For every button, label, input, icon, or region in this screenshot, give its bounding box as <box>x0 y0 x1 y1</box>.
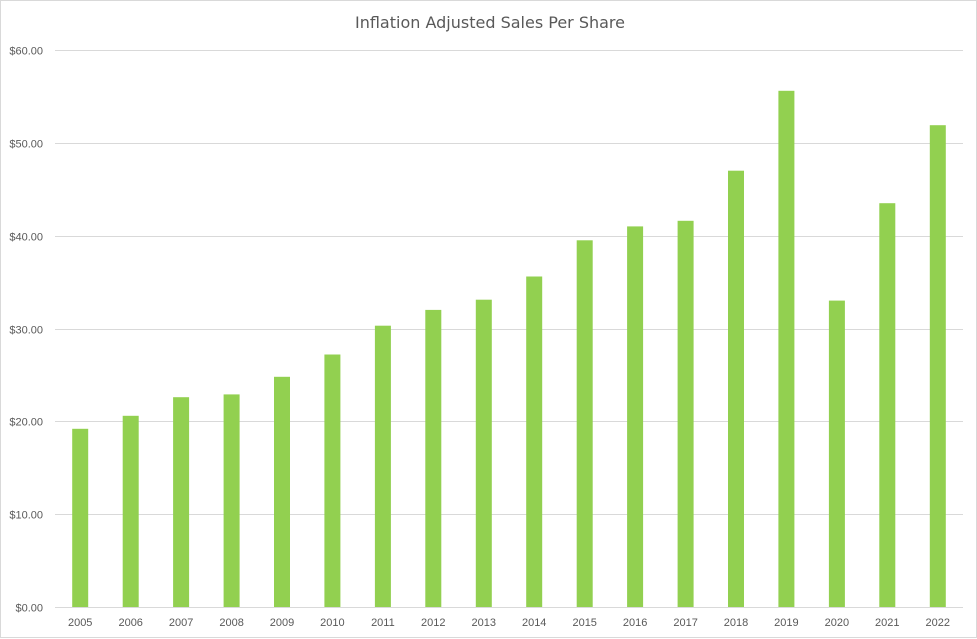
bar-2014 <box>526 276 543 607</box>
y-tick-label: $50.00 <box>9 139 43 151</box>
x-tick-label: 2008 <box>219 617 243 629</box>
x-tick-label: 2022 <box>926 617 950 629</box>
y-tick-label: $10.00 <box>9 510 43 522</box>
x-tick-label: 2013 <box>472 617 496 629</box>
bar-2005 <box>72 428 89 607</box>
y-tick-label: $20.00 <box>9 417 43 429</box>
x-tick-label: 2014 <box>522 617 546 629</box>
x-tick-label: 2016 <box>623 617 647 629</box>
bar-2007 <box>173 397 190 607</box>
bar-2011 <box>374 325 391 607</box>
bar-2006 <box>122 415 139 607</box>
y-axis-tick-labels: $0.00 $10.00 $20.00 $30.00 $40.00 $50.00 $60.0… <box>9 46 43 615</box>
x-tick-label: 2009 <box>270 617 294 629</box>
bar-2016 <box>627 226 644 607</box>
y-tick-label: $60.00 <box>9 46 43 58</box>
x-tick-label: 2011 <box>371 617 395 629</box>
bar-2017 <box>677 220 694 608</box>
gridlines <box>55 50 963 608</box>
y-tick-label: $40.00 <box>9 232 43 244</box>
x-tick-label: 2006 <box>118 617 142 629</box>
bar-2015 <box>576 240 593 608</box>
x-axis-tick-labels: 2005 2006 2007 2008 2009 2010 2011 2012 2013 2014… <box>68 617 950 629</box>
bar-2020 <box>828 300 845 607</box>
x-tick-label: 2010 <box>320 617 344 629</box>
x-tick-label: 2018 <box>724 617 748 629</box>
x-tick-label: 2012 <box>421 617 445 629</box>
bar-2013 <box>475 299 492 607</box>
bars <box>72 90 946 608</box>
bar-2018 <box>728 170 744 607</box>
y-tick-label: $30.00 <box>9 325 43 337</box>
bar-2019 <box>778 90 795 608</box>
x-tick-label: 2007 <box>169 617 193 629</box>
bar-2021 <box>879 203 896 607</box>
x-tick-label: 2021 <box>875 617 899 629</box>
bar-2012 <box>425 309 442 607</box>
bar-2009 <box>274 376 290 607</box>
x-tick-label: 2017 <box>673 617 697 629</box>
bar-2022 <box>929 125 946 607</box>
bar-2008 <box>223 394 240 607</box>
y-tick-label: $0.00 <box>15 603 43 615</box>
bar-2010 <box>324 354 341 607</box>
x-tick-label: 2019 <box>774 617 798 629</box>
x-tick-label: 2015 <box>572 617 596 629</box>
chart-title: Inflation Adjusted Sales Per Share <box>355 13 625 32</box>
x-tick-label: 2005 <box>68 617 92 629</box>
x-tick-label: 2020 <box>825 617 849 629</box>
